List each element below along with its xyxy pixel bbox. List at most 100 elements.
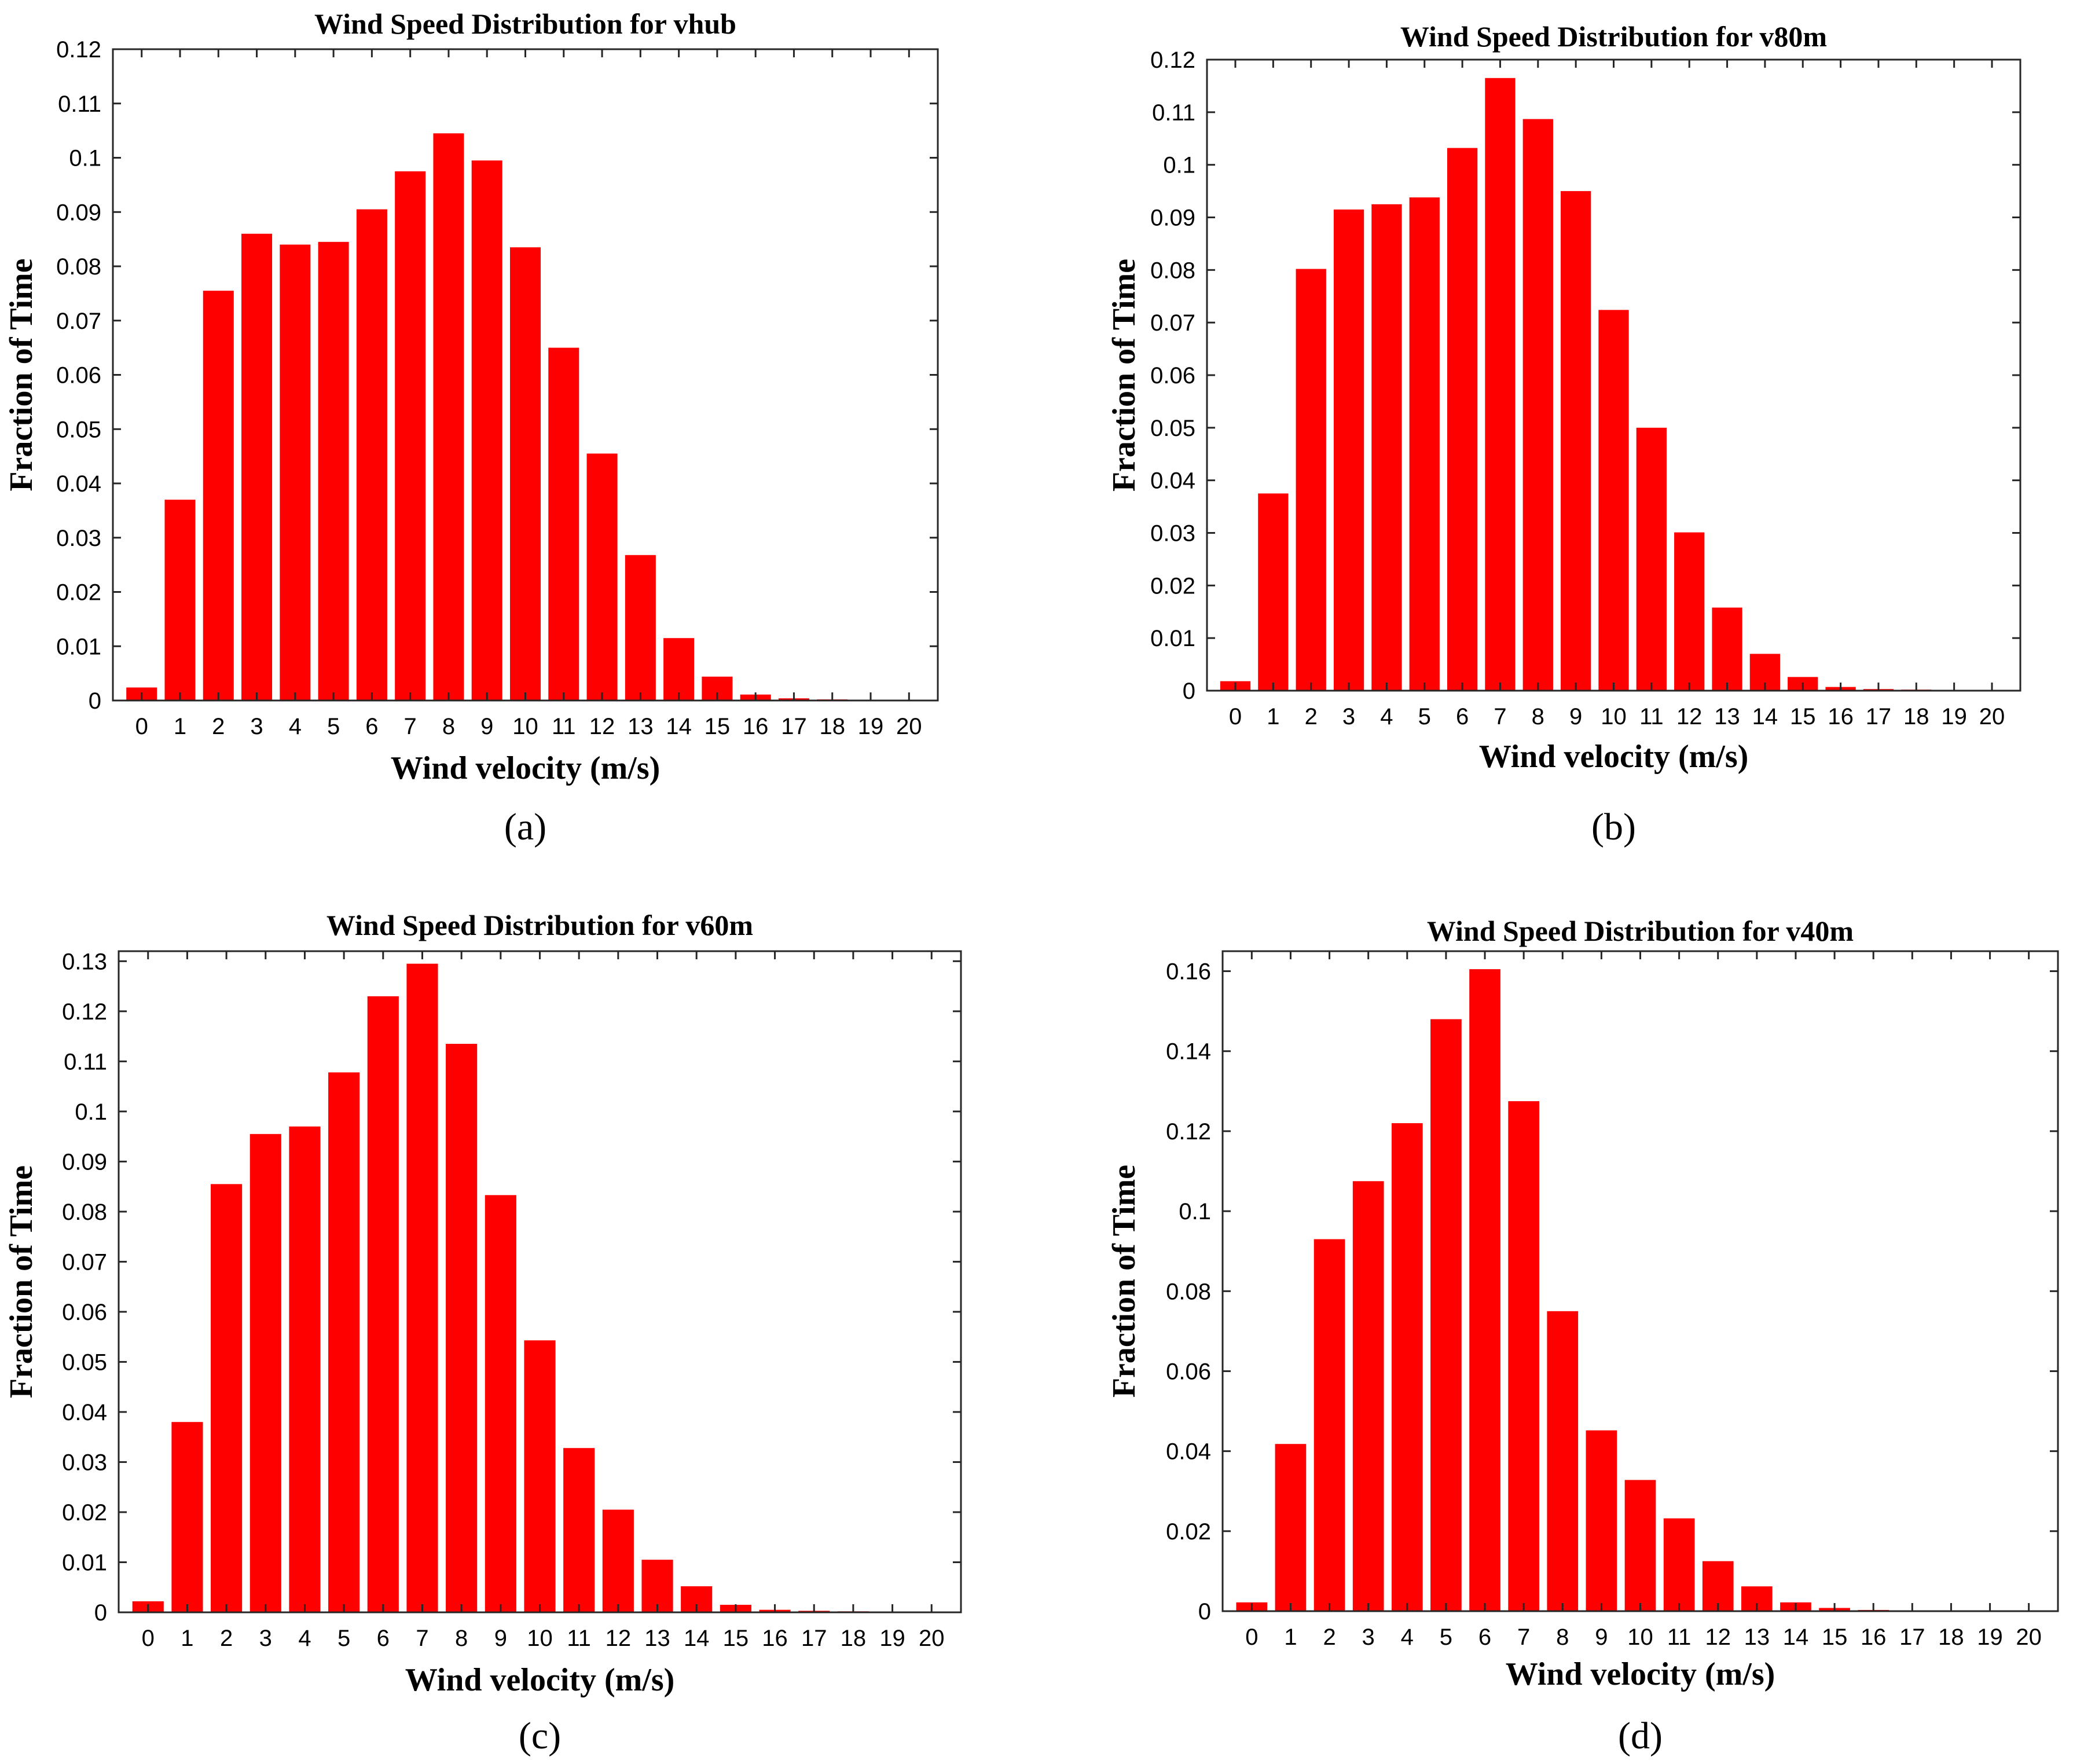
bar: [1522, 119, 1553, 691]
bar: [211, 1184, 243, 1612]
y-tick-label: 0.06: [62, 1300, 107, 1325]
x-tick-label: 1: [1267, 704, 1279, 729]
x-tick-label: 17: [1866, 704, 1892, 729]
chart-title: Wind Speed Distribution for v80m: [1400, 20, 1827, 53]
y-tick-label: 0.08: [1150, 258, 1195, 283]
x-tick-label: 17: [781, 714, 807, 739]
bar: [1430, 1019, 1462, 1611]
y-tick-label: 0.01: [62, 1550, 107, 1575]
x-tick-label: 0: [135, 714, 148, 739]
x-tick-label: 2: [212, 714, 225, 739]
y-tick-label: 0.06: [1166, 1359, 1211, 1384]
y-tick-label: 0: [89, 688, 101, 714]
y-tick-label: 0.1: [75, 1099, 107, 1125]
y-tick-label: 0.13: [62, 949, 107, 974]
x-tick-label: 17: [1899, 1624, 1925, 1650]
chart-title: Wind Speed Distribution for v40m: [1427, 915, 1854, 947]
bar: [171, 1422, 203, 1612]
x-tick-label: 4: [1380, 704, 1393, 729]
x-tick-label: 1: [181, 1626, 193, 1651]
x-tick-label: 3: [1342, 704, 1355, 729]
x-tick-label: 20: [896, 714, 922, 739]
y-tick-label: 0.02: [62, 1500, 107, 1525]
x-tick-label: 1: [1284, 1624, 1297, 1650]
x-tick-label: 5: [337, 1626, 350, 1651]
bar: [280, 244, 311, 701]
y-tick-label: 0.03: [62, 1450, 107, 1475]
y-tick-label: 0.04: [1166, 1439, 1211, 1465]
bar: [625, 555, 656, 701]
x-tick-label: 2: [220, 1626, 233, 1651]
x-tick-label: 0: [1229, 704, 1242, 729]
bar: [485, 1195, 516, 1612]
x-tick-label: 19: [879, 1626, 905, 1651]
y-tick-label: 0.1: [1163, 153, 1195, 178]
x-axis-label: Wind velocity (m/s): [1479, 739, 1749, 775]
bar: [1561, 191, 1591, 691]
panel-label: (b): [1591, 806, 1636, 848]
x-tick-label: 13: [628, 714, 654, 739]
y-tick-label: 0.12: [1166, 1119, 1211, 1145]
bar: [433, 133, 464, 701]
x-tick-label: 9: [494, 1626, 507, 1651]
y-axis-label: Fraction of Time: [1106, 259, 1142, 492]
y-axis-label: Fraction of Time: [1106, 1165, 1142, 1398]
bar: [356, 209, 387, 701]
y-tick-label: 0.04: [62, 1400, 107, 1425]
x-tick-label: 16: [743, 714, 769, 739]
x-tick-label: 19: [858, 714, 884, 739]
x-tick-label: 7: [1517, 1624, 1530, 1650]
x-tick-label: 15: [723, 1626, 749, 1651]
bar: [1469, 969, 1500, 1611]
x-tick-label: 0: [1245, 1624, 1258, 1650]
bar: [241, 233, 273, 701]
x-axis-label: Wind velocity (m/s): [1506, 1656, 1775, 1692]
bar: [641, 1560, 673, 1612]
x-tick-label: 2: [1305, 704, 1318, 729]
panel-label: (d): [1618, 1715, 1663, 1757]
x-tick-label: 12: [1705, 1624, 1731, 1650]
bar: [1258, 493, 1289, 691]
bar: [1624, 1480, 1656, 1611]
y-tick-label: 0.01: [56, 634, 101, 659]
chart-panel-a: 0 1 2 3 4 5 6 7 8 9 10 11 12 13 14 15 16 17 18 19 2000.010.0…: [3, 8, 939, 848]
x-tick-label: 14: [666, 714, 692, 739]
bar: [1391, 1123, 1423, 1611]
bar: [318, 241, 349, 701]
x-tick-label: 11: [1667, 1624, 1692, 1650]
y-tick-label: 0: [1198, 1599, 1211, 1624]
bar: [524, 1340, 556, 1612]
x-tick-label: 11: [552, 714, 576, 739]
chart-panel-b: 0 1 2 3 4 5 6 7 8 9 10 11 12 13 14 15 16 17 18 19 2000.010.0…: [1106, 20, 2021, 848]
x-tick-label: 10: [1601, 704, 1627, 729]
bar: [1674, 532, 1705, 691]
y-tick-label: 0.11: [1152, 100, 1195, 126]
x-tick-label: 5: [1440, 1624, 1452, 1650]
bar: [1712, 607, 1742, 691]
bar: [1702, 1561, 1734, 1611]
x-tick-label: 7: [404, 714, 417, 739]
chart-title: Wind Speed Distribution for vhub: [314, 8, 736, 40]
bar: [164, 500, 196, 701]
bar: [1636, 427, 1667, 691]
y-tick-label: 0.05: [62, 1349, 107, 1375]
x-tick-label: 15: [705, 714, 731, 739]
x-tick-label: 12: [1676, 704, 1703, 729]
y-tick-label: 0.07: [56, 309, 101, 334]
y-tick-label: 0.11: [58, 91, 101, 117]
x-tick-label: 3: [1362, 1624, 1375, 1650]
y-tick-label: 0.04: [1150, 468, 1195, 494]
x-tick-label: 6: [377, 1626, 390, 1651]
x-tick-label: 6: [1456, 704, 1469, 729]
y-tick-label: 0: [94, 1600, 107, 1626]
x-tick-label: 14: [684, 1626, 710, 1651]
bar: [1508, 1101, 1539, 1611]
x-tick-label: 19: [1977, 1624, 2003, 1650]
x-tick-label: 13: [644, 1626, 670, 1651]
x-tick-label: 12: [606, 1626, 632, 1651]
y-tick-label: 0.07: [62, 1249, 107, 1275]
x-tick-label: 9: [1595, 1624, 1608, 1650]
x-tick-label: 18: [819, 714, 845, 739]
chart-title: Wind Speed Distribution for v60m: [326, 909, 753, 941]
